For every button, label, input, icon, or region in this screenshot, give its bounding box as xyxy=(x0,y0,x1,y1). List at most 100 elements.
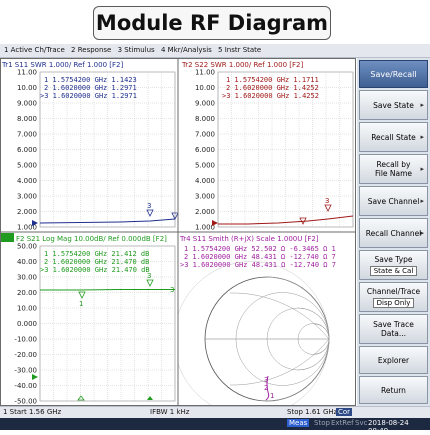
marker-1-label: 1 xyxy=(270,392,274,400)
y-tick-label: 11.00 xyxy=(195,69,215,77)
y-tick-label: -30.00 xyxy=(14,367,37,375)
stop-frequency[interactable]: Stop 1.61 GHz xyxy=(287,408,338,416)
recall-by-file-name-label: Recall by File Name xyxy=(374,160,413,178)
return-label: Return xyxy=(381,385,406,395)
y-tick-label: 3.000 xyxy=(17,193,37,201)
panel-s11-smith[interactable]: Tr4 S11 Smith (R+jX) Scale 1.000U [F2] 1… xyxy=(178,232,356,406)
y-tick-label: 40.00 xyxy=(17,258,37,266)
y-tick-label: 10.00 xyxy=(17,84,37,92)
y-tick-labels: 11.00 10.00 9.000 8.000 7.000 6.000 5.000 4.000… xyxy=(195,69,215,232)
panel-br-svg: Tr4 S11 Smith (R+jX) Scale 1.000U [F2] 1… xyxy=(178,232,356,406)
trace-header: Tr4 S11 Smith (R+jX) Scale 1.000U [F2] xyxy=(179,235,319,243)
y-tick-label: 4.000 xyxy=(17,177,37,185)
channel-trace-value: Disp Only xyxy=(372,297,415,308)
marker-readout-2: 2 1.6020000 GHz 21.470 dB xyxy=(44,258,149,266)
recall-by-file-name-button[interactable]: Recall by File Name ▸ xyxy=(359,154,428,184)
ifbw-readout[interactable]: IFBW 1 kHz xyxy=(150,408,190,416)
menu-item-active-ch-trace[interactable]: 1 Active Ch/Trace xyxy=(4,46,65,54)
submenu-arrow-icon: ▸ xyxy=(420,101,424,109)
panel-tr-svg: 11.00 10.00 9.000 8.000 7.000 6.000 5.000 4.000… xyxy=(181,61,354,232)
save-type-label: Save Type xyxy=(374,254,413,264)
date-time: 2018-08-24 08:49 xyxy=(368,419,409,435)
recall-state-label: Recall State xyxy=(371,132,416,142)
recall-channel-button[interactable]: Recall Channel ▸ xyxy=(359,218,428,248)
menu-item-instr-state[interactable]: 5 Instr State xyxy=(218,46,262,54)
submenu-arrow-icon: ▸ xyxy=(420,133,424,141)
y-tick-label: -40.00 xyxy=(14,382,37,390)
y-tick-label: 50.00 xyxy=(17,243,37,251)
ref-level-arrow-icon xyxy=(212,220,218,226)
stop-indicator: Stop xyxy=(314,419,330,427)
submenu-arrow-icon: ▸ xyxy=(420,165,424,173)
menu-item-mkr-analysis[interactable]: 4 Mkr/Analysis xyxy=(160,46,212,54)
y-tick-label: 20.00 xyxy=(17,289,37,297)
marker-3-label: 3 xyxy=(264,376,268,384)
marker-readout-3: >3 1.6020000 GHz 1.4252 xyxy=(222,92,319,100)
y-tick-label: 10.00 xyxy=(17,305,37,313)
submenu-arrow-icon: ▸ xyxy=(420,229,424,237)
y-tick-label: 4.000 xyxy=(195,177,215,185)
marker-3-label: 3 xyxy=(147,272,151,280)
y-tick-label: 7.000 xyxy=(195,131,215,139)
start-frequency[interactable]: 1 Start 1.56 GHz xyxy=(3,408,62,416)
softkey-menu-title: Save/Recall xyxy=(359,60,428,88)
marker-readout-3: >3 1.6020000 GHz 48.431 Ω -12.740 Ω 7 xyxy=(180,261,336,269)
marker-readout-1: 1 1.5754200 GHz 1.1711 xyxy=(226,76,319,84)
correction-badge: Cor xyxy=(336,408,353,416)
submenu-arrow-icon: ▸ xyxy=(420,197,424,205)
y-tick-labels: 50.00 40.00 30.00 20.00 10.00 0.000 -10.00 -20.… xyxy=(14,243,37,406)
y-tick-label: 8.000 xyxy=(17,115,37,123)
marker-readout-3: >3 1.6020000 GHz 21.470 dB xyxy=(40,266,150,274)
menu-item-stimulus[interactable]: 3 Stimulus xyxy=(117,46,155,54)
active-trace-tag xyxy=(0,233,14,242)
y-tick-label: 2.000 xyxy=(195,208,215,216)
page-title: Module RF Diagram xyxy=(93,6,331,40)
y-tick-label: 7.000 xyxy=(17,131,37,139)
return-button[interactable]: Return xyxy=(359,376,428,404)
y-tick-label: 5.000 xyxy=(195,162,215,170)
menu-bar: 1 Active Ch/Trace 2 Response 3 Stimulus … xyxy=(0,44,430,58)
y-tick-label: 3.000 xyxy=(195,193,215,201)
trace-header: F2 S21 Log Mag 10.00dB/ Ref 0.000dB [F2] xyxy=(16,235,167,243)
trace-header: Tr2 S22 SWR 1.000/ Ref 1.000 [F2] xyxy=(181,61,303,69)
recall-state-button[interactable]: Recall State ▸ xyxy=(359,122,428,152)
y-tick-label: 9.000 xyxy=(195,100,215,108)
y-tick-labels: 11.00 10.00 9.000 8.000 7.000 6.000 5.000 4.000… xyxy=(17,69,37,232)
explorer-button[interactable]: Explorer xyxy=(359,346,428,374)
meas-indicator: Meas xyxy=(287,419,310,427)
marker-readout-1: 1 1.5754200 GHz 1.1423 xyxy=(44,76,137,84)
marker-3-label: 3 xyxy=(147,202,151,210)
save-type-button[interactable]: Save Type State & Cal xyxy=(359,250,428,280)
save-state-button[interactable]: Save State ▸ xyxy=(359,90,428,120)
save-channel-label: Save Channel xyxy=(367,196,420,206)
plot-area: 11.00 10.00 9.000 8.000 7.000 6.000 5.000 4.000… xyxy=(0,58,356,406)
y-tick-label: 11.00 xyxy=(17,69,37,77)
trace-header: Tr1 S11 SWR 1.000/ Ref 1.000 [F2] xyxy=(1,61,123,69)
y-tick-label: 0.000 xyxy=(17,320,37,328)
channel-trace-button[interactable]: Channel/Trace Disp Only xyxy=(359,282,428,312)
panel-bl-svg: 50.00 40.00 30.00 20.00 10.00 0.000 -10.00 -20.… xyxy=(0,233,176,406)
marker-readout-2: 2 1.6020000 GHz 1.4252 xyxy=(226,84,319,92)
trace-end-label: 3 xyxy=(170,286,174,294)
marker-readout-2: 2 1.6020000 GHz 48.431 Ω -12.740 Ω 7 xyxy=(184,253,336,261)
menu-item-response[interactable]: 2 Response xyxy=(71,46,112,54)
y-tick-label: 9.000 xyxy=(17,100,37,108)
y-tick-label: -10.00 xyxy=(14,336,37,344)
header-banner: Module RF Diagram xyxy=(0,0,430,44)
y-tick-label: 5.000 xyxy=(17,162,37,170)
save-trace-data-button[interactable]: Save Trace Data... xyxy=(359,314,428,344)
recall-channel-label: Recall Channel xyxy=(365,228,422,238)
panel-s21-logmag[interactable]: 50.00 40.00 30.00 20.00 10.00 0.000 -10.00 -20.… xyxy=(0,232,178,406)
y-tick-label: -20.00 xyxy=(14,351,37,359)
save-channel-button[interactable]: Save Channel ▸ xyxy=(359,186,428,216)
y-tick-label: 10.00 xyxy=(195,84,215,92)
channel-trace-label: Channel/Trace xyxy=(366,286,421,296)
marker-3-label: 3 xyxy=(325,197,329,205)
marker-1-label: 1 xyxy=(79,300,83,308)
y-tick-label: -50.00 xyxy=(14,398,37,406)
panel-s22-swr[interactable]: 11.00 10.00 9.000 8.000 7.000 6.000 5.000 4.000… xyxy=(178,58,356,232)
extref-indicator: ExtRef xyxy=(331,419,354,427)
instrument-status-bar: Meas Stop ExtRef Svc 2018-08-24 08:49 xyxy=(0,418,430,435)
panel-s11-swr[interactable]: 11.00 10.00 9.000 8.000 7.000 6.000 5.000 4.000… xyxy=(0,58,178,232)
save-state-label: Save State xyxy=(373,100,414,110)
